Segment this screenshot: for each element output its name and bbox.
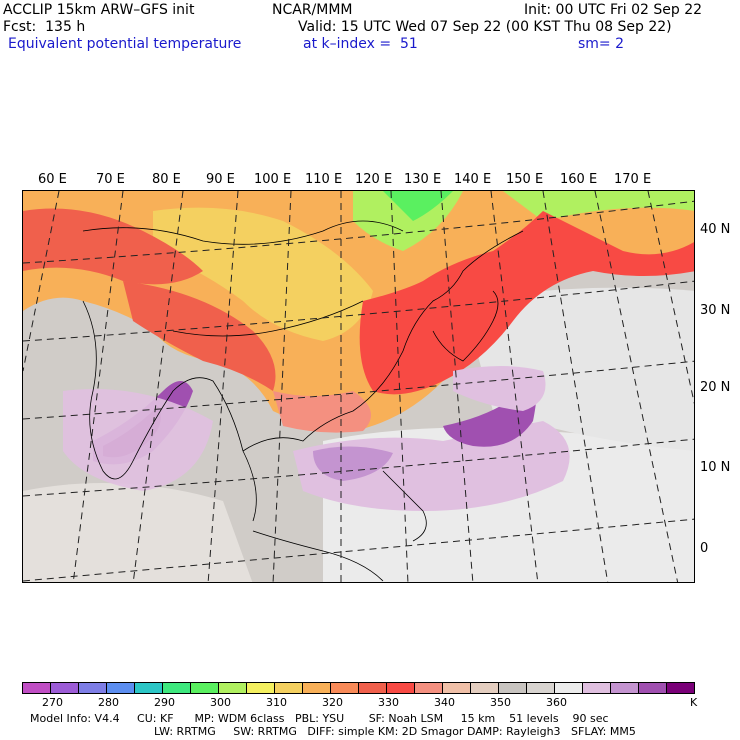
lon-label: 170 E <box>614 172 652 187</box>
border-lines-china <box>172 300 364 337</box>
colorbar-tick-label: 320 <box>322 696 343 709</box>
moist-region-subtropics <box>453 366 546 411</box>
colorbar-tick-label: 280 <box>98 696 119 709</box>
border-lines <box>82 220 404 245</box>
smoothing-label: sm= 2 <box>578 36 625 52</box>
lat-label: 20 N <box>700 380 731 395</box>
meridian <box>490 191 539 582</box>
lon-label: 90 E <box>206 172 235 187</box>
colorbar-segment <box>79 683 107 693</box>
colorbar-tick-label: 300 <box>210 696 231 709</box>
coastline-east-asia <box>242 230 524 452</box>
meridian <box>390 191 409 582</box>
colorbar-segment <box>191 683 219 693</box>
colorbar-segment <box>107 683 135 693</box>
parallel-10n <box>23 438 694 497</box>
meridian <box>594 191 679 582</box>
lon-label: 140 E <box>454 172 492 187</box>
warm-band-south-china <box>273 391 371 433</box>
meridian <box>542 191 609 582</box>
lat-label: 30 N <box>700 303 731 318</box>
indian-ocean-field <box>23 483 253 582</box>
coastlines <box>82 220 524 582</box>
lat-label: 10 N <box>700 460 731 475</box>
model-info-line1: Model Info: V4.4 CU: KF MP: WDM 6class P… <box>30 712 609 725</box>
colorbar-segment <box>23 683 51 693</box>
colorbar-segment <box>387 683 415 693</box>
parallel-20n <box>23 360 694 420</box>
colorbar-segment <box>667 683 694 693</box>
colorbar-segment <box>247 683 275 693</box>
colorbar-segment <box>611 683 639 693</box>
colorbar-tick-label: 360 <box>546 696 567 709</box>
colorbar-segment <box>499 683 527 693</box>
parallel-30n <box>23 280 694 342</box>
meridian <box>440 191 474 582</box>
hot-band-west <box>23 208 203 285</box>
colorbar-tick-label: 310 <box>266 696 287 709</box>
colorbar <box>22 682 695 694</box>
cool-region-green <box>383 191 453 221</box>
meridian <box>23 191 60 372</box>
colorbar-tick-label: 330 <box>378 696 399 709</box>
model-info-line2: LW: RRTMG SW: RRTMG DIFF: simple KM: 2D … <box>154 725 636 738</box>
colorbar-segment <box>583 683 611 693</box>
forecast-hour: Fcst: 135 h <box>3 19 86 35</box>
colorbar-segment <box>555 683 583 693</box>
meridian <box>207 191 239 582</box>
colorbar-segment <box>639 683 667 693</box>
parallel-40n <box>23 200 694 264</box>
meridian <box>647 191 694 405</box>
lon-label: 130 E <box>404 172 442 187</box>
lon-label: 150 E <box>506 172 544 187</box>
graticule <box>23 191 694 582</box>
high-theta-e-south-china-sea <box>313 446 393 481</box>
center-label: NCAR/MMM <box>272 2 353 18</box>
colorbar-segment <box>415 683 443 693</box>
colorbar-tick-label: 350 <box>490 696 511 709</box>
colorbar-segment <box>51 683 79 693</box>
colorbar-segment <box>443 683 471 693</box>
level-label: at k–index = 51 <box>303 36 418 52</box>
colorbar-segment <box>471 683 499 693</box>
colorbar-segment <box>527 683 555 693</box>
colorbar-tick-label: 270 <box>42 696 63 709</box>
lon-label: 110 E <box>305 172 343 187</box>
parallel-0 <box>23 518 694 582</box>
lon-label: 160 E <box>560 172 598 187</box>
init-time: Init: 00 UTC Fri 02 Sep 22 <box>524 2 703 18</box>
colorbar-segment <box>135 683 163 693</box>
field-name: Equivalent potential temperature <box>8 36 242 52</box>
map-canvas <box>23 191 694 582</box>
meridian <box>72 191 124 582</box>
lon-label: 60 E <box>38 172 67 187</box>
lat-label: 0 <box>700 541 709 556</box>
lat-label: 40 N <box>700 222 731 237</box>
colorbar-segment <box>163 683 191 693</box>
colorbar-segment <box>331 683 359 693</box>
lon-label: 80 E <box>152 172 181 187</box>
meridian <box>132 191 184 582</box>
lon-label: 120 E <box>355 172 393 187</box>
coastline-korea-japan <box>432 290 499 362</box>
hot-band-tibet-edge <box>123 281 276 391</box>
coastline-philippines <box>382 470 427 542</box>
model-title: ACCLIP 15km ARW–GFS init <box>3 2 195 18</box>
hot-band-east-asia <box>359 211 694 395</box>
colorbar-unit: K <box>690 696 698 709</box>
warm-region-mongolia <box>153 207 373 341</box>
coastline-south-asia <box>82 300 257 522</box>
colorbar-segment <box>219 683 247 693</box>
valid-time: Valid: 15 UTC Wed 07 Sep 22 (00 KST Thu … <box>298 19 672 35</box>
colorbar-segment <box>359 683 387 693</box>
meridian <box>272 191 292 582</box>
theta-e-map <box>22 190 695 583</box>
lon-label: 100 E <box>254 172 292 187</box>
coastline-maritime-continent <box>252 530 384 582</box>
colorbar-segment <box>275 683 303 693</box>
colorbar-tick-label: 290 <box>154 696 175 709</box>
lon-label: 70 E <box>96 172 125 187</box>
colorbar-segment <box>303 683 331 693</box>
colorbar-tick-label: 340 <box>434 696 455 709</box>
